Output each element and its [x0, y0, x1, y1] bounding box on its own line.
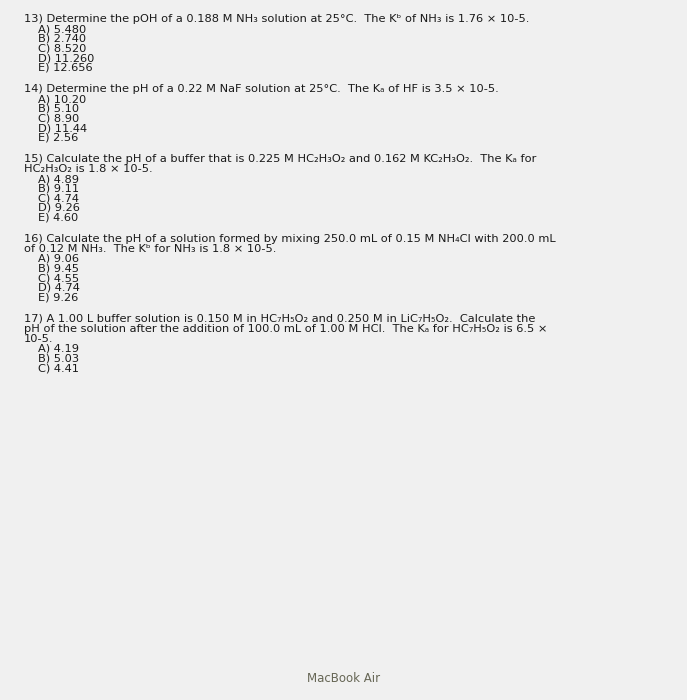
- Text: C) 4.74: C) 4.74: [38, 193, 79, 203]
- Text: C) 4.41: C) 4.41: [38, 363, 79, 373]
- Text: 17) A 1.00 L buffer solution is 0.150 M in HC₇H₅O₂ and 0.250 M in LiC₇H₅O₂.  Cal: 17) A 1.00 L buffer solution is 0.150 M …: [24, 314, 535, 324]
- Text: B) 5.10: B) 5.10: [38, 104, 79, 114]
- Text: E) 4.60: E) 4.60: [38, 213, 78, 223]
- Text: A) 4.89: A) 4.89: [38, 174, 79, 184]
- Text: MacBook Air: MacBook Air: [307, 672, 380, 685]
- Text: E) 9.26: E) 9.26: [38, 293, 78, 302]
- Text: B) 9.45: B) 9.45: [38, 264, 79, 274]
- Text: 13) Determine the pOH of a 0.188 M NH₃ solution at 25°C.  The Kᵇ of NH₃ is 1.76 : 13) Determine the pOH of a 0.188 M NH₃ s…: [24, 14, 530, 24]
- Text: D) 11.260: D) 11.260: [38, 53, 94, 63]
- Text: C) 8.520: C) 8.520: [38, 43, 86, 54]
- Text: 10-5.: 10-5.: [24, 334, 54, 344]
- Text: A) 5.480: A) 5.480: [38, 25, 86, 34]
- Text: A) 10.20: A) 10.20: [38, 94, 86, 104]
- Text: E) 2.56: E) 2.56: [38, 132, 78, 143]
- Text: B) 2.740: B) 2.740: [38, 34, 86, 44]
- Text: 16) Calculate the pH of a solution formed by mixing 250.0 mL of 0.15 M NH₄Cl wit: 16) Calculate the pH of a solution forme…: [24, 234, 556, 244]
- Text: 14) Determine the pH of a 0.22 M NaF solution at 25°C.  The Kₐ of HF is 3.5 × 10: 14) Determine the pH of a 0.22 M NaF sol…: [24, 84, 499, 94]
- Text: 15) Calculate the pH of a buffer that is 0.225 M HC₂H₃O₂ and 0.162 M KC₂H₃O₂.  T: 15) Calculate the pH of a buffer that is…: [24, 154, 537, 164]
- Text: D) 4.74: D) 4.74: [38, 283, 80, 293]
- Text: E) 12.656: E) 12.656: [38, 63, 93, 73]
- Text: A) 4.19: A) 4.19: [38, 344, 79, 354]
- Text: HC₂H₃O₂ is 1.8 × 10-5.: HC₂H₃O₂ is 1.8 × 10-5.: [24, 164, 153, 174]
- Text: C) 4.55: C) 4.55: [38, 273, 79, 284]
- Text: D) 9.26: D) 9.26: [38, 203, 80, 213]
- Text: B) 9.11: B) 9.11: [38, 183, 79, 194]
- Text: C) 8.90: C) 8.90: [38, 113, 79, 123]
- Text: B) 5.03: B) 5.03: [38, 354, 79, 363]
- Text: of 0.12 M NH₃.  The Kᵇ for NH₃ is 1.8 × 10-5.: of 0.12 M NH₃. The Kᵇ for NH₃ is 1.8 × 1…: [24, 244, 276, 254]
- Text: A) 9.06: A) 9.06: [38, 254, 79, 264]
- Text: D) 11.44: D) 11.44: [38, 123, 87, 133]
- Text: pH of the solution after the addition of 100.0 mL of 1.00 M HCl.  The Kₐ for HC₇: pH of the solution after the addition of…: [24, 324, 548, 334]
